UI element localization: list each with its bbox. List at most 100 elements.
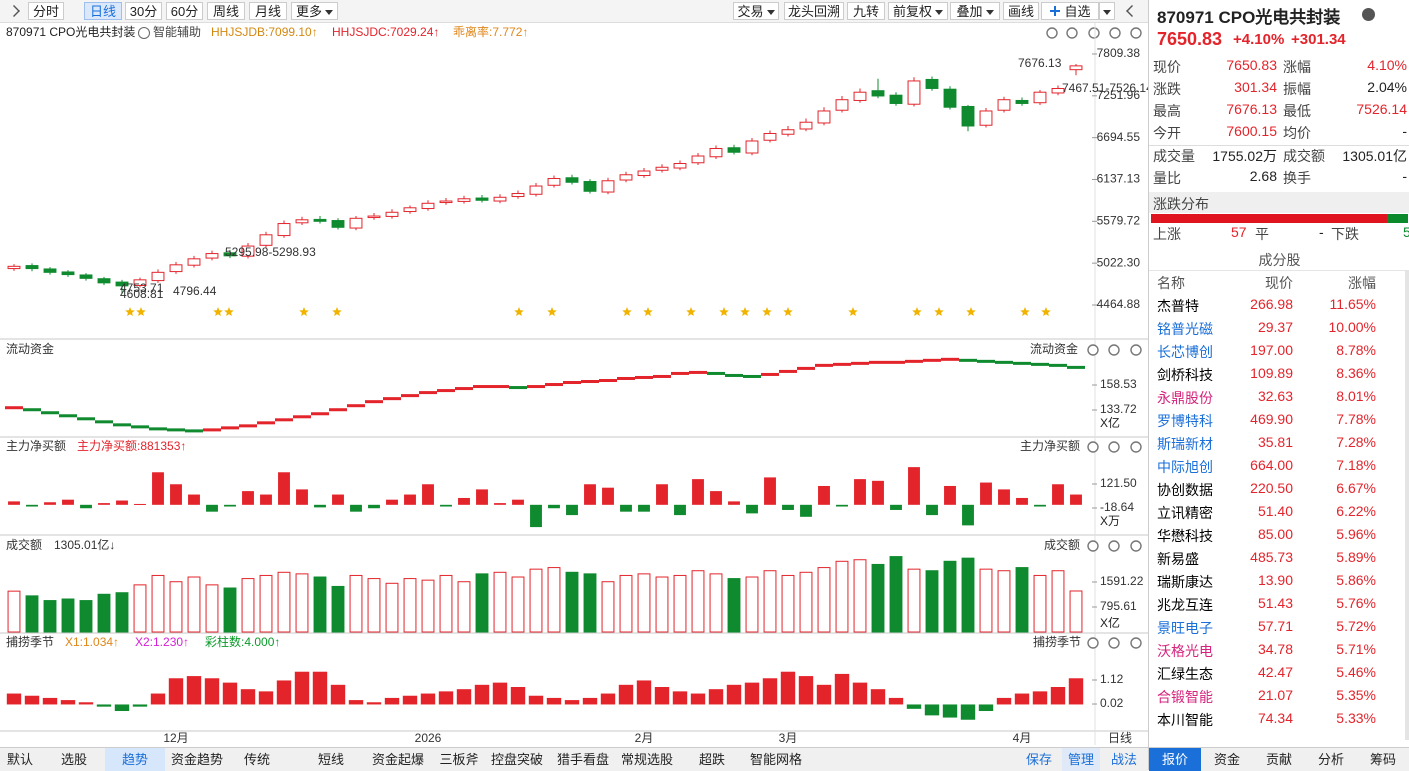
stock-name[interactable]: 永鼎股份 xyxy=(1157,390,1213,406)
season-bar xyxy=(564,700,580,705)
tool-button[interactable]: 叠加 xyxy=(950,2,1000,20)
period-button[interactable]: 周线 xyxy=(207,2,245,20)
signal-star xyxy=(719,307,729,316)
stock-name[interactable]: 合锻智能 xyxy=(1157,689,1213,705)
flow-mark xyxy=(59,414,77,418)
button-label: 叠加 xyxy=(956,4,983,19)
volume-bar xyxy=(421,579,435,633)
net-buy-bar xyxy=(674,504,686,516)
flow-mark xyxy=(1067,365,1085,369)
stock-price: 74.34 xyxy=(1257,710,1293,726)
button-label: 交易 xyxy=(737,4,764,19)
stock-change: 8.01% xyxy=(1336,388,1376,404)
volume-bar xyxy=(511,576,525,633)
strategy-tab[interactable]: 控盘突破 xyxy=(490,752,543,767)
quote-panel: 870971 CPO光电共封装 7650.83 +4.10% +301.34 现价 765… xyxy=(1148,0,1409,771)
tool-button[interactable]: 画线 xyxy=(1003,2,1039,20)
period-button[interactable]: 60分 xyxy=(166,2,203,20)
button-label: 日线 xyxy=(89,4,116,19)
season-bar xyxy=(978,704,994,712)
flow-mark xyxy=(869,360,887,364)
tool-button[interactable]: 前复权 xyxy=(888,2,948,20)
field-value: - xyxy=(1402,168,1407,184)
quote-tab[interactable]: 分析 xyxy=(1317,752,1344,767)
volume-bar xyxy=(1033,574,1047,633)
tool-button[interactable]: 龙头回溯 xyxy=(784,2,844,20)
bottom-tabs: 默认 选股 趋势 资金趋势 传统 短线 资金起爆 三板斧 控盘突破 猎手看盘 常规选股 超跌 智能网格 保… xyxy=(0,747,1148,771)
period-button[interactable]: 30分 xyxy=(125,2,162,20)
stock-name[interactable]: 立讯精密 xyxy=(1157,505,1213,521)
action-tab[interactable]: 战法 xyxy=(1110,752,1137,767)
stock-name[interactable]: 沃格光电 xyxy=(1157,643,1213,659)
strategy-tab[interactable]: 智能网格 xyxy=(749,752,802,767)
strategy-tab[interactable]: 趋势 xyxy=(105,748,165,771)
candle-body xyxy=(799,121,813,130)
action-tab[interactable]: 保存 xyxy=(1025,752,1052,767)
candle-body xyxy=(619,174,633,181)
strategy-tab[interactable]: 短线 xyxy=(317,752,344,767)
season-bar xyxy=(780,671,796,705)
stock-name[interactable]: 汇绿生态 xyxy=(1157,666,1213,682)
stock-name[interactable]: 中际旭创 xyxy=(1157,459,1213,475)
field-label: 今开 xyxy=(1153,125,1181,141)
tool-button[interactable]: 自选 xyxy=(1041,2,1099,20)
quote-tab[interactable]: 贡献 xyxy=(1265,752,1292,767)
stock-name[interactable]: 华懋科技 xyxy=(1157,528,1213,544)
stock-name[interactable]: 铭普光磁 xyxy=(1157,321,1213,337)
quote-tab[interactable]: 报价 xyxy=(1149,748,1201,771)
stock-name[interactable]: 景旺电子 xyxy=(1157,620,1213,636)
strategy-tab[interactable]: 三板斧 xyxy=(439,752,479,767)
action-tab[interactable]: 管理 xyxy=(1062,748,1100,771)
stock-name[interactable]: 协创数据 xyxy=(1157,482,1213,498)
y-tick-label: 121.50 xyxy=(1100,476,1137,490)
stock-change: 5.86% xyxy=(1336,572,1376,588)
candle-body xyxy=(439,200,453,204)
flow-mark xyxy=(563,381,581,385)
watch-dropdown[interactable] xyxy=(1099,2,1115,20)
volume-bar xyxy=(925,570,939,633)
period-button[interactable]: 分时 xyxy=(28,2,64,20)
stock-name[interactable]: 斯瑞新材 xyxy=(1157,436,1213,452)
candle-body xyxy=(295,219,309,224)
season-bar xyxy=(402,695,418,705)
tool-button[interactable]: 九转 xyxy=(847,2,885,20)
tool-button[interactable]: 交易 xyxy=(733,2,779,20)
stock-name[interactable]: 剑桥科技 xyxy=(1157,367,1213,383)
stock-name[interactable]: 杰普特 xyxy=(1157,298,1199,314)
quote-tab[interactable]: 筹码 xyxy=(1369,752,1396,767)
net-buy-bar xyxy=(494,503,506,505)
stock-name[interactable]: 兆龙互连 xyxy=(1157,597,1213,613)
strategy-tab[interactable]: 资金趋势 xyxy=(170,752,223,767)
volume-bar xyxy=(907,568,921,633)
flow-mark xyxy=(707,371,725,375)
net-buy-bar xyxy=(602,487,614,505)
strategy-tab[interactable]: 猎手看盘 xyxy=(556,752,609,767)
strategy-tab[interactable]: 选股 xyxy=(60,752,87,767)
x-tick-label: 4月 xyxy=(1013,731,1032,745)
season-bar xyxy=(636,680,652,705)
strategy-tab[interactable]: 默认 xyxy=(6,752,33,767)
y-tick-label: 4464.88 xyxy=(1097,297,1141,311)
strategy-tab[interactable]: 传统 xyxy=(243,752,270,767)
candle-body xyxy=(1051,87,1065,94)
flow-mark xyxy=(491,385,509,389)
stock-name[interactable]: 长芯博创 xyxy=(1157,344,1213,360)
strategy-tab[interactable]: 常规选股 xyxy=(620,752,673,767)
flow-mark xyxy=(959,358,977,362)
expand-icon[interactable] xyxy=(1126,5,1138,17)
strategy-tab[interactable]: 资金起爆 xyxy=(371,752,424,767)
strategy-tab[interactable]: 超跌 xyxy=(698,752,725,767)
stock-name[interactable]: 罗博特科 xyxy=(1157,413,1213,429)
period-button[interactable]: 月线 xyxy=(249,2,287,20)
stock-name[interactable]: 本川智能 xyxy=(1157,712,1213,728)
net-buy-bar xyxy=(422,484,434,505)
quote-tab[interactable]: 资金 xyxy=(1213,752,1240,767)
period-button[interactable]: 更多 xyxy=(291,2,338,20)
button-label: 九转 xyxy=(852,4,879,19)
stock-name[interactable]: 瑞斯康达 xyxy=(1157,574,1213,590)
season-bar xyxy=(528,695,544,705)
period-button[interactable]: 日线 xyxy=(84,2,122,20)
stock-name[interactable]: 新易盛 xyxy=(1157,551,1199,567)
candle-body xyxy=(241,245,255,257)
net-buy-bar xyxy=(98,503,110,505)
